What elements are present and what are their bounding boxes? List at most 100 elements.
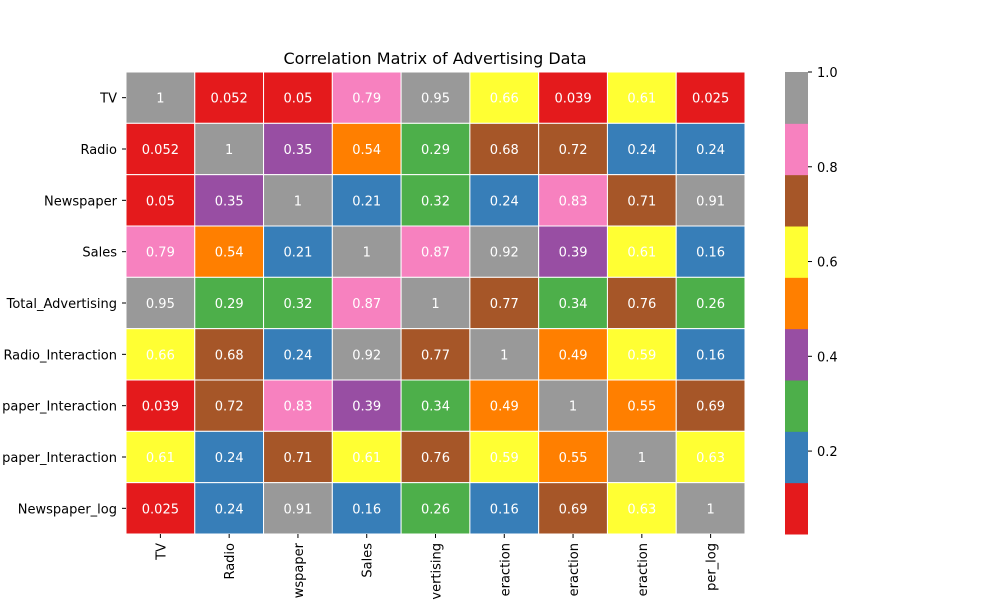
- colorbar-segment: [785, 277, 808, 330]
- heatmap-cell: [194, 482, 265, 535]
- heatmap-cell: [606, 71, 677, 124]
- cell-value-label: 0.32: [421, 194, 450, 209]
- cell-value-label: 0.052: [142, 143, 179, 158]
- colorbar-tick-label: 0.4: [817, 350, 838, 365]
- cell-value-label: 1: [500, 348, 508, 363]
- colorbar-segment: [785, 328, 808, 381]
- cell-value-label: 0.59: [490, 451, 519, 466]
- cell-value-label: 0.49: [490, 400, 519, 415]
- cell-value-label: 0.66: [490, 92, 519, 107]
- column-tick-label: wspaper: [292, 542, 307, 598]
- cell-value-label: 0.83: [283, 400, 312, 415]
- cell-value-label: 0.16: [696, 246, 725, 261]
- cell-value-label: 0.83: [559, 194, 588, 209]
- heatmap-cell: [675, 122, 746, 176]
- column-tick-label: eraction: [636, 543, 651, 596]
- colorbar-segment: [785, 123, 808, 176]
- cell-value-label: 0.66: [146, 348, 175, 363]
- row-tick-label: paper_Interaction: [2, 451, 117, 466]
- cell-value-label: 0.71: [627, 194, 656, 209]
- cell-value-label: 1: [431, 297, 439, 312]
- heatmap-cell: [263, 276, 333, 330]
- row-tick-label: Radio: [80, 143, 117, 158]
- cell-value-label: 0.55: [627, 400, 656, 415]
- cell-value-label: 0.21: [283, 246, 312, 261]
- cell-value-label: 0.71: [283, 451, 312, 466]
- cell-value-label: 1: [156, 92, 164, 107]
- heatmap-cell: [400, 379, 471, 432]
- heatmap-cell: [331, 482, 402, 535]
- cell-value-label: 0.68: [215, 348, 244, 363]
- heatmap-cell: [263, 71, 333, 124]
- colorbar-segment: [785, 174, 808, 227]
- row-tick-label: TV: [99, 92, 117, 107]
- row-tick-label: Newspaper: [44, 194, 118, 209]
- cell-value-label: 0.16: [490, 502, 519, 517]
- cell-value-label: 0.24: [283, 348, 312, 363]
- cell-value-label: 0.039: [554, 92, 591, 107]
- cell-value-label: 1: [638, 451, 646, 466]
- heatmap-cell: [194, 328, 265, 381]
- cell-value-label: 0.92: [490, 246, 519, 261]
- column-tick-labels: TV Radio wspaper Sales vertising eraction erac…: [154, 534, 720, 600]
- cell-value-label: 0.21: [352, 194, 381, 209]
- cell-value-label: 0.39: [559, 246, 588, 261]
- cell-value-label: 1: [225, 143, 233, 158]
- heatmap-cell: [675, 482, 746, 535]
- cell-value-label: 0.61: [352, 451, 381, 466]
- cell-value-label: 0.59: [627, 348, 656, 363]
- cell-value-label: 1: [363, 246, 371, 261]
- heatmap-cell: [675, 225, 746, 278]
- cell-value-label: 0.26: [421, 502, 450, 517]
- heatmap-cell: [400, 328, 471, 381]
- column-tick-label: vertising: [430, 543, 445, 600]
- heatmap-cell: [538, 174, 608, 227]
- heatmap-cell: [194, 174, 265, 227]
- cell-value-label: 0.79: [352, 92, 381, 107]
- colorbar-segment: [785, 380, 808, 432]
- heatmap-cell: [606, 328, 677, 381]
- heatmap-cells: [125, 71, 746, 535]
- row-tick-label: Newspaper_log: [18, 502, 117, 517]
- cell-value-label: 0.77: [421, 348, 450, 363]
- cell-value-label: 0.24: [215, 451, 244, 466]
- colorbar: 0.2 0.4 0.6 0.8 1.0: [785, 66, 838, 535]
- cell-value-label: 0.26: [696, 297, 725, 312]
- cell-value-label: 0.025: [142, 502, 179, 517]
- cell-value-label: 0.91: [283, 502, 312, 517]
- colorbar-tick-label: 0.6: [817, 256, 838, 271]
- cell-value-label: 0.34: [559, 297, 588, 312]
- cell-value-label: 0.29: [421, 143, 450, 158]
- cell-value-label: 0.05: [283, 92, 312, 107]
- column-tick-label: Sales: [361, 543, 376, 578]
- cell-value-label: 0.63: [696, 451, 725, 466]
- colorbar-tick-label: 1.0: [817, 66, 838, 81]
- cell-value-label: 0.61: [146, 451, 175, 466]
- cell-value-label: 0.24: [490, 194, 519, 209]
- heatmap-cell: [331, 174, 402, 227]
- cell-value-label: 0.87: [421, 246, 450, 261]
- heatmap-cell: [538, 122, 608, 176]
- heatmap-cell: [125, 328, 196, 381]
- cell-value-label: 0.54: [215, 246, 244, 261]
- cell-value-label: 0.24: [215, 502, 244, 517]
- cell-value-label: 1: [294, 194, 302, 209]
- cell-value-label: 0.92: [352, 348, 381, 363]
- colorbar-segment: [785, 431, 808, 484]
- heatmap-cell: [125, 482, 196, 535]
- row-tick-label: paper_Interaction: [2, 400, 117, 415]
- heatmap-cell: [125, 276, 196, 330]
- cell-value-label: 0.61: [627, 92, 656, 107]
- row-tick-label: Radio_Interaction: [3, 348, 117, 363]
- chart-title: Correlation Matrix of Advertising Data: [283, 49, 586, 68]
- heatmap-cell: [263, 328, 333, 381]
- column-tick-label: Radio: [223, 543, 238, 580]
- cell-value-label: 0.24: [696, 143, 725, 158]
- heatmap-cell: [675, 328, 746, 381]
- heatmap-cell: [538, 379, 608, 432]
- column-tick-label: eraction: [498, 543, 513, 596]
- heatmap-cell: [469, 71, 540, 124]
- heatmap-cell: [331, 328, 402, 381]
- heatmap-cell: [469, 482, 540, 535]
- column-tick-label: per_log: [705, 543, 720, 591]
